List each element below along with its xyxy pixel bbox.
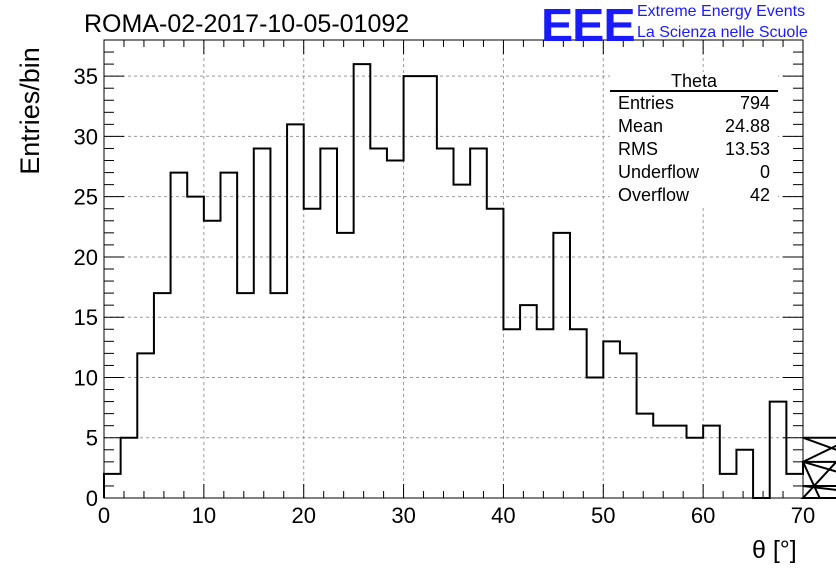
histogram-bin: [137, 353, 154, 498]
histogram-bin: [620, 353, 637, 498]
histogram-bin: [237, 293, 254, 498]
histogram-bin: [171, 173, 188, 498]
x-tick-label: 40: [491, 503, 515, 528]
stats-key: RMS: [618, 139, 658, 159]
histogram-bin: [204, 221, 221, 498]
histogram-bin: [320, 148, 337, 498]
tick-labels: 0 10 20 30 40 50 60 70 0 5 10 15 20 25 30 35: [74, 64, 816, 528]
x-axis-label: θ [°]: [752, 536, 797, 564]
histogram-bin: [537, 329, 554, 498]
stats-title: Theta: [610, 72, 778, 92]
stats-row-mean: Mean 24.88: [610, 115, 778, 138]
logo-line-2: La Scienza nelle Scuole: [637, 24, 808, 41]
logo-line-1: Extreme Energy Events: [637, 3, 806, 20]
stats-key: Overflow: [618, 185, 690, 205]
histogram-bin: [520, 305, 537, 498]
stats-value: 24.88: [724, 116, 770, 136]
histogram-bin: [670, 426, 687, 498]
histogram-bin: [437, 148, 454, 498]
y-tick-label: 20: [74, 245, 98, 270]
histogram-bin: [587, 377, 604, 498]
histogram-bin: [254, 148, 271, 498]
histogram-bin: [370, 148, 387, 498]
y-tick-label: 0: [86, 486, 98, 511]
histogram-bin: [703, 426, 720, 498]
histogram-bin: [270, 293, 287, 498]
histogram-bin: [337, 233, 354, 498]
y-tick-label: 10: [74, 365, 98, 390]
histogram-bin: [653, 426, 670, 498]
x-tick-label: 10: [192, 503, 216, 528]
histogram-bin: [603, 341, 620, 498]
chart-title: ROMA-02-2017-10-05-01092: [84, 10, 410, 38]
histogram-bin: [553, 233, 570, 498]
x-tick-label: 0: [98, 503, 110, 528]
y-tick-label: 5: [86, 426, 98, 451]
x-tick-label: 30: [391, 503, 415, 528]
histogram-bin: [404, 76, 421, 498]
x-tick-label: 50: [591, 503, 615, 528]
stats-row-underflow: Underflow 0: [610, 161, 778, 184]
histogram-bin: [770, 402, 787, 498]
x-tick-label: 60: [691, 503, 715, 528]
eee-logo: EEE: [541, 0, 636, 51]
histogram-bin: [354, 64, 371, 498]
y-tick-label: 25: [74, 185, 98, 210]
y-tick-label: 30: [74, 124, 98, 149]
stats-row-rms: RMS 13.53: [610, 138, 778, 161]
stats-row-overflow: Overflow 42: [610, 184, 778, 207]
histogram-bins: [103, 63, 836, 499]
y-tick-label: 35: [74, 64, 98, 89]
histogram-bin: [454, 185, 471, 498]
histogram-bin: [287, 124, 304, 498]
x-tick-label: 70: [791, 503, 815, 528]
histogram-bin: [487, 209, 504, 498]
stats-row-entries: Entries 794: [610, 92, 778, 115]
stats-value: 42: [749, 185, 770, 205]
histogram-bin: [720, 474, 737, 498]
histogram-outline: [103, 63, 836, 499]
histogram-bin: [221, 173, 238, 498]
histogram-bin: [387, 161, 404, 498]
stats-key: Underflow: [618, 162, 700, 182]
histogram-bin: [154, 293, 171, 498]
histogram-bin: [470, 148, 487, 498]
y-axis-label: Entries/bin: [15, 47, 45, 175]
histogram-bin: [570, 329, 587, 498]
histogram-bin: [687, 438, 704, 498]
axis-ticks: [103, 39, 804, 499]
stats-key: Entries: [618, 93, 675, 113]
histogram-bin: [304, 209, 321, 498]
histogram-bin: [121, 438, 138, 498]
stats-key: Mean: [618, 116, 664, 136]
stats-box: Theta Entries 794 Mean 24.88 RMS 13.53 U…: [610, 72, 778, 207]
histogram-bin: [736, 450, 753, 498]
stats-value: 0: [759, 162, 770, 182]
histogram-bin: [637, 414, 654, 498]
histogram-bin: [503, 329, 520, 498]
stats-value: 794: [739, 93, 770, 113]
histogram-bin: [420, 76, 437, 498]
stats-value: 13.53: [724, 139, 770, 159]
histogram-bin: [187, 197, 204, 498]
y-tick-label: 15: [74, 305, 98, 330]
x-tick-label: 20: [291, 503, 315, 528]
